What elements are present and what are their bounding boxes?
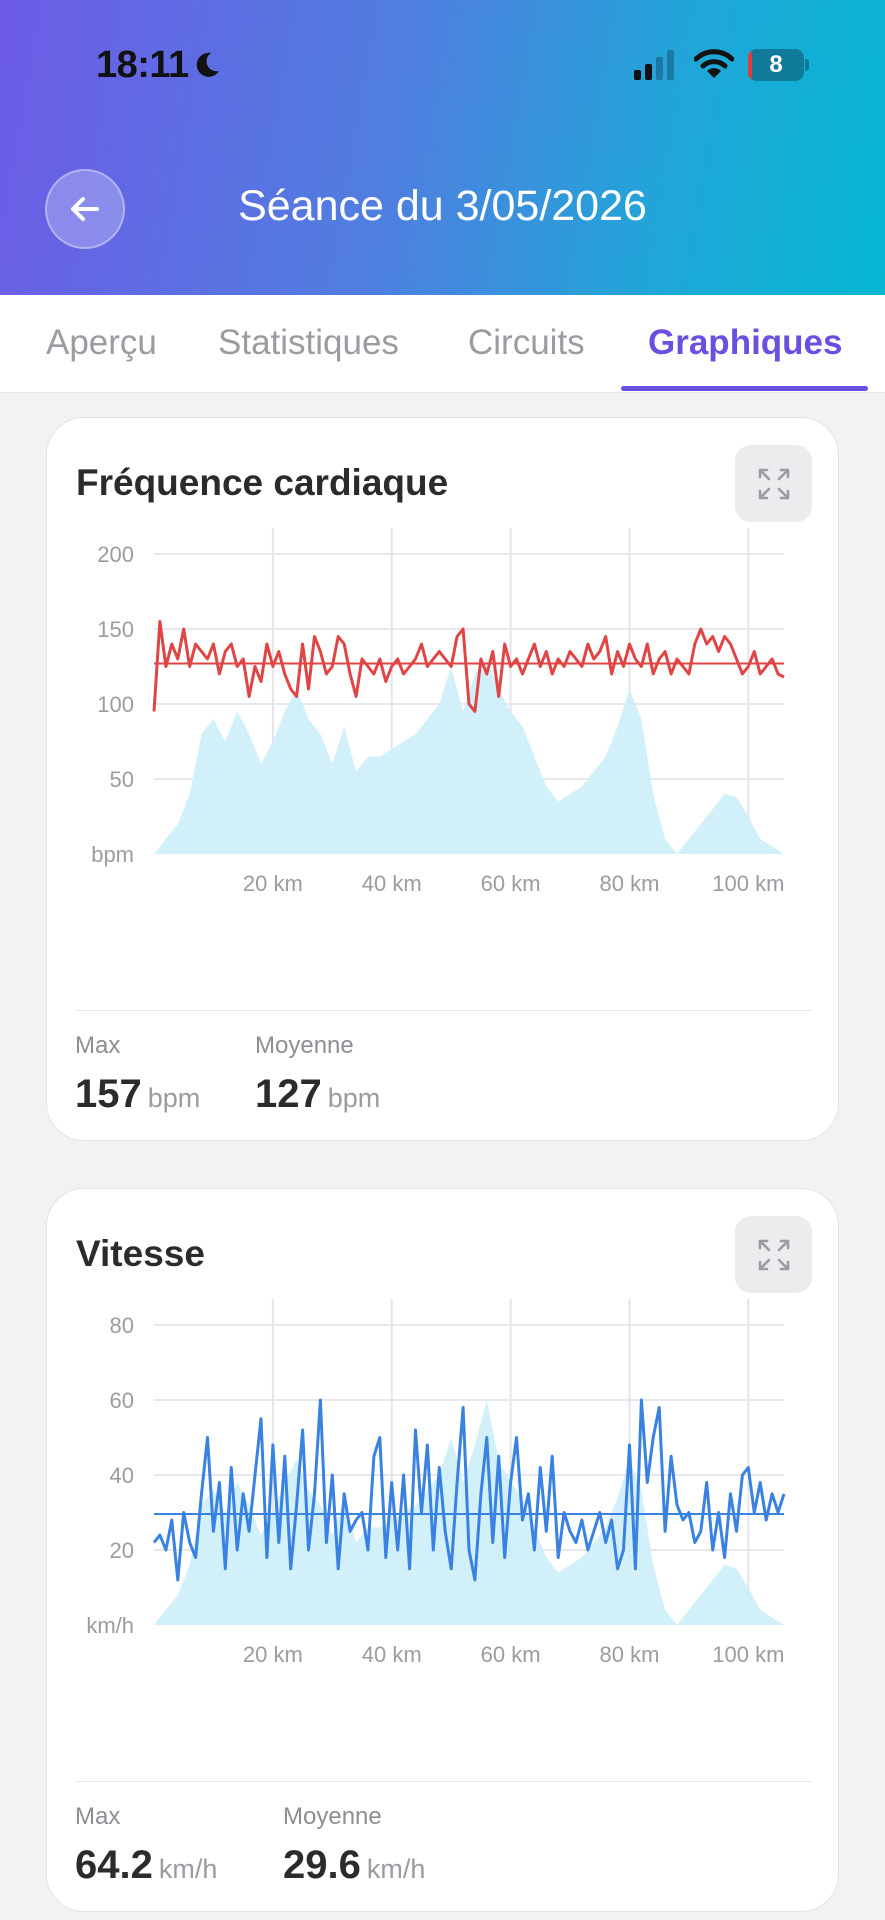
cellular-signal-icon <box>634 50 674 80</box>
divider <box>75 1781 812 1782</box>
y-tick-label: 40 <box>110 1463 134 1488</box>
y-tick-label: 80 <box>110 1313 134 1338</box>
y-tick-label: 60 <box>110 1388 134 1413</box>
tab-statistiques[interactable]: Statistiques <box>218 323 399 362</box>
stat-max: Max 157 bpm <box>75 1032 200 1117</box>
x-tick-label: 60 km <box>481 871 541 896</box>
x-tick-label: 80 km <box>600 871 660 896</box>
header: 18:11 8 Séance du 3/05/2026 <box>0 0 885 295</box>
x-tick-label: 100 km <box>712 871 784 896</box>
stat-average: Moyenne 29.6 km/h <box>283 1803 425 1888</box>
stat-unit: km/h <box>158 1854 218 1884</box>
card-title: Fréquence cardiaque <box>76 462 449 503</box>
divider <box>75 1010 812 1011</box>
x-tick-label: 100 km <box>712 1642 784 1667</box>
status-time: 18:11 <box>96 44 189 86</box>
speed-card: Vitesse 80 60 40 20 km/h 20 km 40 km 60 km 80 km… <box>46 1188 839 1912</box>
stat-label: Moyenne <box>283 1803 382 1830</box>
page-title: Séance du 3/05/2026 <box>238 182 647 230</box>
speed-chart: 80 60 40 20 km/h 20 km 40 km 60 km 80 km 100 km <box>86 1299 786 1667</box>
stat-label: Max <box>75 1032 121 1059</box>
stat-label: Max <box>75 1803 121 1830</box>
stat-unit: bpm <box>147 1083 201 1113</box>
x-tick-label: 40 km <box>362 1642 422 1667</box>
series-line <box>152 620 785 713</box>
battery-icon: 8 <box>748 49 810 81</box>
x-tick-label: 20 km <box>243 1642 303 1667</box>
tab-bar: Aperçu Statistiques Circuits Graphiques <box>0 295 885 393</box>
x-tick-label: 60 km <box>481 1642 541 1667</box>
back-button[interactable] <box>45 169 125 249</box>
y-tick-label: 50 <box>110 767 134 792</box>
stat-value: 157 <box>75 1072 142 1116</box>
x-tick-label: 40 km <box>362 871 422 896</box>
stat-label: Moyenne <box>255 1032 354 1059</box>
wifi-icon <box>694 49 734 78</box>
elevation-area <box>154 659 784 854</box>
y-tick-label: 200 <box>97 542 134 567</box>
x-tick-label: 20 km <box>243 871 303 896</box>
expand-button[interactable] <box>735 1216 812 1293</box>
expand-icon <box>758 468 789 499</box>
stat-unit: km/h <box>366 1854 426 1884</box>
y-tick-label: km/h <box>86 1613 134 1638</box>
expand-button[interactable] <box>735 445 812 522</box>
tab-graphiques[interactable]: Graphiques <box>648 323 843 362</box>
active-tab-indicator <box>621 386 868 391</box>
stat-value: 29.6 <box>283 1843 361 1887</box>
card-title: Vitesse <box>76 1233 205 1274</box>
y-tick-label: bpm <box>91 842 134 867</box>
y-tick-label: 100 <box>97 692 134 717</box>
stat-value: 64.2 <box>75 1843 153 1887</box>
x-tick-label: 80 km <box>600 1642 660 1667</box>
battery-level: 8 <box>769 51 783 78</box>
stat-average: Moyenne 127 bpm <box>255 1032 380 1117</box>
heart-rate-card: Fréquence cardiaque 200 150 100 50 bpm 20 km 4… <box>46 417 839 1141</box>
stat-unit: bpm <box>327 1083 381 1113</box>
series-line <box>152 1398 786 1582</box>
arrow-left-icon <box>71 197 99 221</box>
tab-apercu[interactable]: Aperçu <box>46 323 157 362</box>
y-tick-label: 20 <box>110 1538 134 1563</box>
heart-rate-chart: 200 150 100 50 bpm 20 km 40 km 60 km 80 km 100 km <box>91 528 785 896</box>
stat-max: Max 64.2 km/h <box>75 1803 217 1888</box>
elevation-area <box>154 1400 784 1625</box>
tab-circuits[interactable]: Circuits <box>468 323 585 362</box>
moon-icon <box>196 52 219 77</box>
y-tick-label: 150 <box>97 617 134 642</box>
stat-value: 127 <box>255 1072 322 1116</box>
expand-icon <box>758 1239 789 1270</box>
